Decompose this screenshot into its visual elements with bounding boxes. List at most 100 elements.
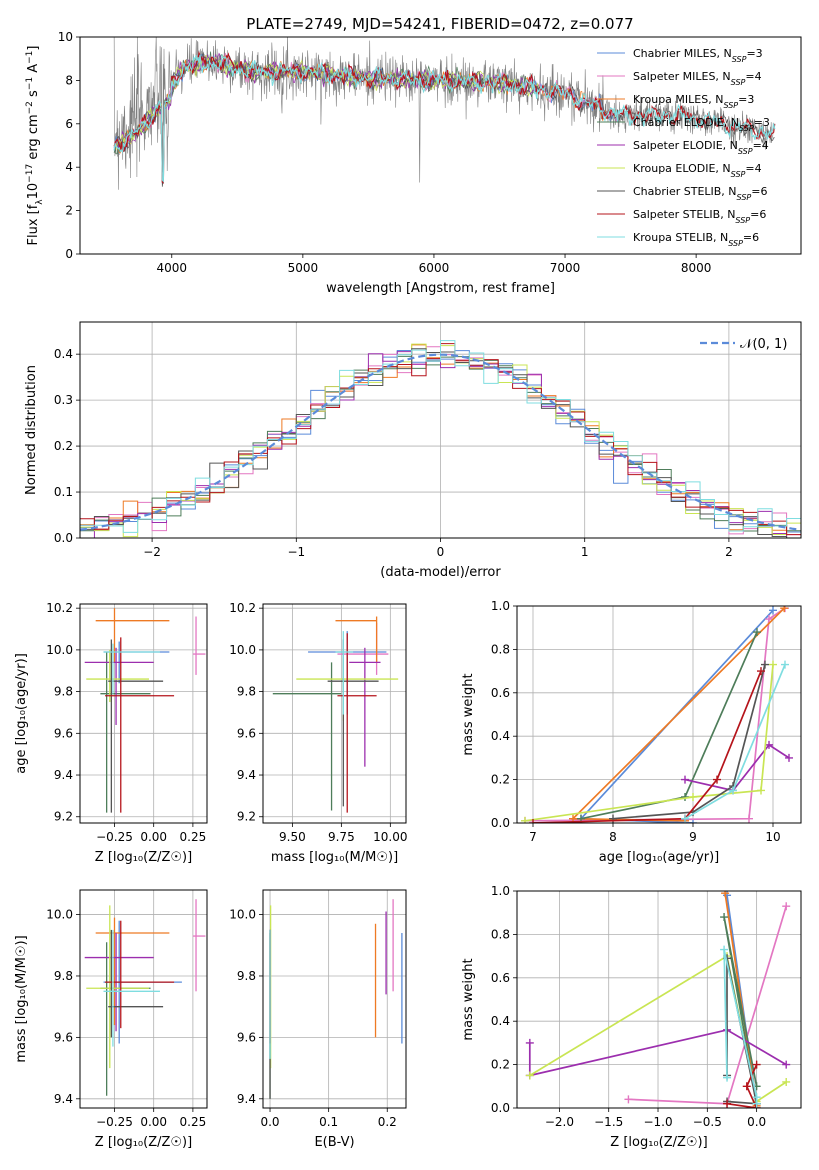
legend-label-part: SSP (739, 124, 754, 133)
x-tick-label: 9.50 (279, 830, 306, 844)
data-marker (525, 1038, 534, 1047)
legend-label-part: =6 (751, 185, 767, 198)
data-marker (721, 891, 730, 898)
data-marker (529, 819, 537, 823)
y-tick-label: 10.0 (46, 908, 73, 922)
legend-label-part: SSP (732, 55, 747, 64)
data-marker (681, 814, 689, 823)
data-marker (765, 615, 773, 624)
y-tick-label: 0.2 (54, 439, 73, 453)
x-tick-label: 1 (581, 545, 589, 559)
y-tick-label: 0.4 (491, 1014, 510, 1028)
legend-label-part: =3 (746, 47, 762, 60)
chabrier_stelib-point (108, 929, 164, 1038)
y-tick-label: 10.2 (229, 601, 256, 615)
data-marker (782, 1060, 791, 1069)
data-marker (753, 628, 761, 637)
data-marker (785, 753, 793, 762)
legend-label-part: Chabrier ELODIE, N (633, 116, 739, 129)
y-tick-label: 9.8 (237, 969, 256, 983)
data-marker (729, 786, 737, 795)
chabrier_stelib-point (108, 639, 164, 813)
y-tick-label: 0 (65, 247, 73, 261)
y-tick-label: 0.0 (491, 816, 510, 830)
mass_weight_vs_age-lines (521, 606, 793, 823)
residuals-axes: −2 −1 0 1 2 0.0 0.1 0.2 0.3 0.4 (data-model)/error… (24, 322, 801, 580)
y-tick-label: 0.2 (491, 1058, 510, 1072)
x-tick-label: −2 (143, 545, 161, 559)
kroupa_stelib-series (681, 660, 789, 823)
legend-label: Salpeter ELODIE, NSSP=4 (633, 139, 769, 156)
y-tick-label: 9.4 (237, 1092, 256, 1106)
x-tick-label: 0.25 (180, 1115, 207, 1129)
legend-label-part: SSP (731, 170, 746, 179)
y-tick-label: 9.6 (54, 726, 73, 740)
figure-title: PLATE=2749, MJD=54241, FIBERID=0472, z=0… (246, 15, 633, 33)
x-tick-label: 0.25 (180, 830, 207, 844)
y-axis-label-part: −17 (25, 164, 35, 183)
y-axis-label: age [log₁₀(age/yr)] (14, 653, 29, 774)
data-marker (720, 945, 729, 954)
chabrier_miles-series (577, 606, 777, 823)
y-tick-label: 0.4 (54, 347, 73, 361)
x-tick-label: 8 (609, 830, 617, 844)
salpeter_elodie-line (528, 1028, 787, 1077)
residuals-ticks: −2 −1 0 1 2 0.0 0.1 0.2 0.3 0.4 (54, 347, 733, 559)
x-tick-label: 9.75 (328, 830, 355, 844)
x-axis-label: Z [log₁₀(Z/Z☉)] (95, 1135, 192, 1150)
x-tick-label: 0 (437, 545, 445, 559)
mass_weight_vs_age-axes: 7 8 9 10 0.0 0.2 0.4 0.6 0.8 1.0 age [log₁₀(age/yr… (461, 599, 801, 865)
legend-label-part: Kroupa MILES, N (633, 93, 723, 106)
legend-label-part: =3 (738, 93, 754, 106)
x-tick-label: −1.0 (643, 1115, 672, 1129)
data-marker (757, 786, 765, 795)
y-tick-label: 9.4 (54, 1092, 73, 1106)
spectrum-lines (113, 37, 776, 190)
data-marker (681, 775, 689, 784)
legend-label: Kroupa MILES, NSSP=3 (633, 93, 754, 110)
legend-label-part: =4 (745, 70, 761, 83)
x-tick-label: 0.0 (747, 1115, 766, 1129)
y-tick-label: 0.1 (54, 485, 73, 499)
kroupa_elodie-point (86, 905, 149, 1069)
x-axis-label: E(B-V) (314, 1135, 354, 1150)
salpeter_elodie-point (84, 647, 154, 725)
y-tick-label: 10 (58, 30, 73, 44)
x-tick-label: 4000 (156, 261, 187, 275)
data-marker (742, 1082, 751, 1091)
legend-label-part: Salpeter ELODIE, N (633, 139, 738, 152)
data-marker (780, 606, 789, 613)
y-tick-label: 9.8 (237, 685, 256, 699)
salpeter_miles-point (192, 616, 206, 675)
x-tick-label: −2.0 (545, 1115, 574, 1129)
y-axis-label-part: ] (26, 46, 41, 51)
mass_vs_ebv-points (269, 899, 403, 1099)
legend-label-part: =4 (745, 162, 761, 175)
y-tick-label: 9.4 (54, 768, 73, 782)
y-axis-label-part: λ (35, 199, 45, 205)
data-marker (723, 1073, 732, 1082)
x-tick-label: 2 (725, 545, 733, 559)
salpeter_miles-point (192, 899, 206, 992)
chabrier_miles-fit-line (113, 53, 618, 184)
y-tick-label: 10.0 (229, 908, 256, 922)
kroupa_stelib-point (335, 631, 354, 715)
kroupa_miles-point (95, 608, 170, 663)
y-tick-label: 9.6 (237, 726, 256, 740)
legend-label-part: SSP (737, 193, 752, 202)
y-axis-label: mass [log₁₀(M/M☉)] (14, 935, 29, 1062)
x-tick-label: −0.25 (96, 1115, 133, 1129)
salpeter_stelib-point (105, 637, 175, 813)
y-axis-label-part: s (26, 90, 41, 101)
salpeter_stelib-fit-line (113, 50, 776, 184)
x-tick-label: 0.0 (260, 1115, 279, 1129)
legend-label: 𝒩(0, 1) (740, 337, 787, 352)
y-axis-label-part: −1 (25, 51, 35, 64)
x-tick-label: 0.00 (140, 1115, 167, 1129)
age_vs_Z-grid (80, 604, 207, 823)
x-tick-label: −1 (287, 545, 305, 559)
x-axis-label: Z [log₁₀(Z/Z☉)] (95, 850, 192, 865)
x-tick-label: 10.00 (373, 830, 407, 844)
y-tick-label: 1.0 (491, 599, 510, 613)
y-axis-label-part: 10 (26, 183, 41, 200)
